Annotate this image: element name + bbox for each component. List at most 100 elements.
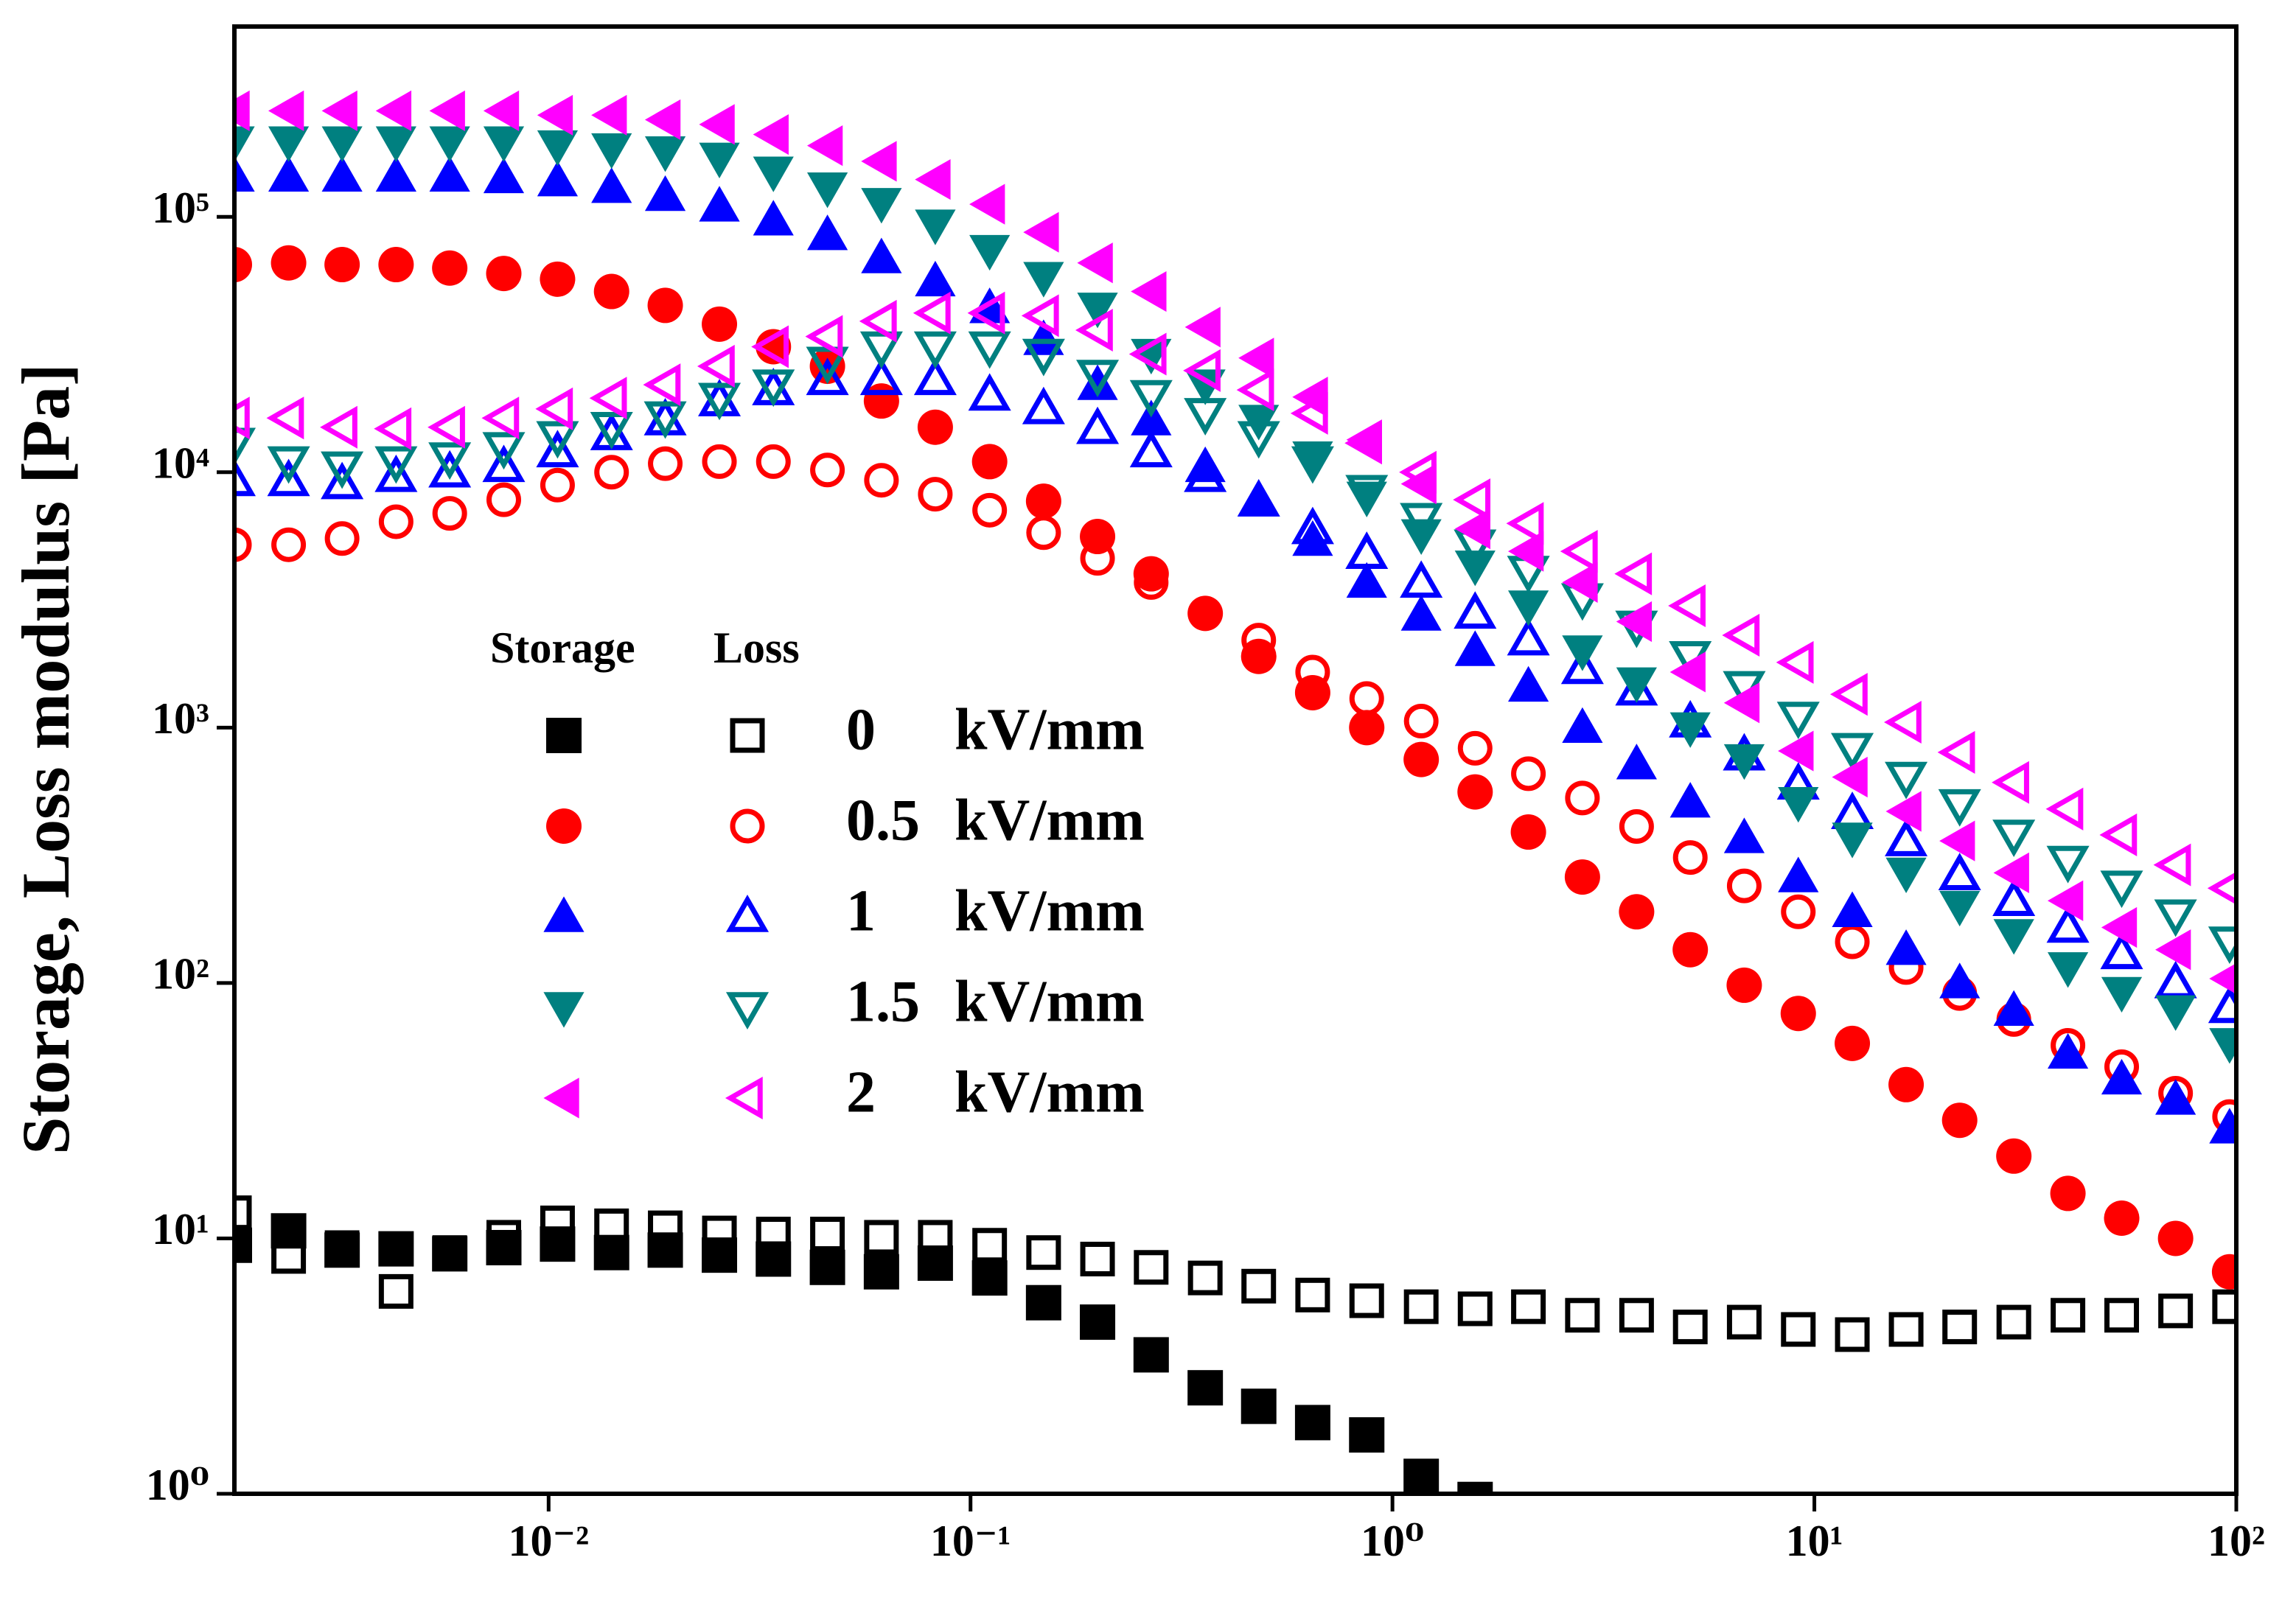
x-tick-label: 10⁻²	[508, 1517, 589, 1565]
loss-point	[1241, 1268, 1277, 1304]
loss-point	[374, 454, 418, 492]
x-tick-label: 10⁻¹	[930, 1517, 1011, 1565]
legend-label: 0	[846, 697, 876, 762]
storage-point	[540, 261, 576, 297]
storage-point	[861, 237, 902, 273]
loss-point	[1560, 530, 1598, 573]
loss-point	[972, 492, 1008, 528]
y-tick-label: 10²	[152, 950, 209, 999]
storage-point	[271, 245, 307, 281]
legend-marker-loss	[725, 894, 770, 932]
loss-point	[1236, 368, 1274, 412]
storage-point	[1187, 595, 1224, 632]
loss-point	[1722, 613, 1760, 657]
storage-point	[2101, 976, 2143, 1013]
loss-point	[1992, 761, 2029, 804]
storage-point	[537, 161, 579, 197]
loss-point	[1076, 360, 1120, 398]
storage-point	[644, 175, 686, 212]
storage-point	[1292, 441, 1333, 478]
storage-point	[591, 167, 632, 203]
loss-point	[1668, 584, 1706, 628]
loss-point	[1937, 730, 1975, 774]
legend-marker-loss	[730, 808, 765, 844]
storage-point	[1454, 550, 1496, 587]
storage-point	[1346, 562, 1387, 598]
loss-point	[1021, 294, 1059, 338]
storage-point	[2155, 1079, 2196, 1115]
storage-point	[1294, 674, 1330, 710]
storage-point	[234, 126, 255, 162]
plot-frame	[232, 24, 2239, 1496]
loss-point	[1942, 1310, 1978, 1345]
loss-point	[481, 396, 520, 440]
loss-point	[378, 504, 414, 539]
legend-label: 2	[846, 1060, 876, 1125]
loss-point	[1403, 704, 1439, 739]
loss-point	[2153, 843, 2191, 887]
loss-point	[648, 446, 683, 481]
storage-point	[429, 126, 470, 162]
storage-point	[702, 1237, 738, 1273]
storage-point	[971, 444, 1008, 480]
legend-marker-storage	[543, 992, 585, 1028]
storage-point	[1669, 782, 1711, 818]
storage-point	[753, 200, 794, 236]
storage-point	[375, 126, 416, 162]
storage-point	[593, 1234, 629, 1270]
storage-point	[699, 142, 740, 178]
storage-point	[324, 247, 360, 283]
loss-point	[2099, 813, 2138, 856]
legend: Storage Loss 0 kV/mm 0.5 kV/mm 1 kV/mm 1.5 kV/mm 2…	[490, 623, 1145, 1125]
legend-header: Loss	[713, 623, 800, 672]
storage-point	[753, 113, 789, 155]
storage-point	[1723, 744, 1765, 780]
storage-point	[971, 1260, 1008, 1296]
storage-point	[2047, 952, 2089, 988]
storage-point	[1457, 1481, 1493, 1494]
legend-label: 1	[846, 878, 876, 943]
storage-point	[2047, 880, 2084, 921]
loss-point	[1400, 560, 1443, 598]
loss-point	[1776, 702, 1820, 740]
storage-point	[268, 90, 304, 131]
x-tick-label: 10²	[2208, 1517, 2265, 1565]
storage-point	[1616, 667, 1657, 703]
storage-point	[486, 1229, 522, 1265]
storage-point	[1238, 338, 1274, 379]
loss-point	[1776, 640, 1814, 684]
loss-point	[1345, 531, 1389, 569]
loss-point	[1831, 733, 1874, 771]
loss-point	[1076, 406, 1120, 444]
loss-point	[320, 405, 357, 449]
storage-point	[1669, 712, 1711, 748]
storage-point	[1023, 262, 1064, 298]
storage-point	[915, 209, 956, 245]
loss-point	[594, 455, 629, 490]
loss-point	[1454, 591, 1497, 629]
storage-point	[861, 141, 897, 182]
loss-point	[2051, 1298, 2086, 1333]
storage-point	[1025, 1284, 1061, 1321]
loss-point	[2045, 787, 2084, 831]
storage-point	[1562, 635, 1603, 671]
loss-point	[324, 521, 360, 556]
loss-point	[428, 442, 472, 480]
legend-unit: kV/mm	[955, 878, 1145, 943]
storage-point	[1832, 822, 1873, 859]
storage-point	[2101, 906, 2138, 948]
loss-point	[482, 432, 526, 470]
loss-point	[864, 1220, 899, 1255]
storage-point	[1023, 319, 1064, 355]
storage-point	[1187, 1370, 1224, 1406]
loss-point	[267, 458, 310, 497]
storage-point	[1403, 1458, 1440, 1494]
loss-point	[234, 427, 257, 466]
loss-point	[1781, 1312, 1816, 1347]
loss-point	[1884, 700, 1922, 744]
plot-area	[234, 90, 2236, 1494]
loss-point	[234, 458, 257, 497]
storage-point	[324, 1232, 360, 1268]
storage-point	[2211, 1254, 2236, 1290]
storage-point	[1457, 774, 1493, 810]
